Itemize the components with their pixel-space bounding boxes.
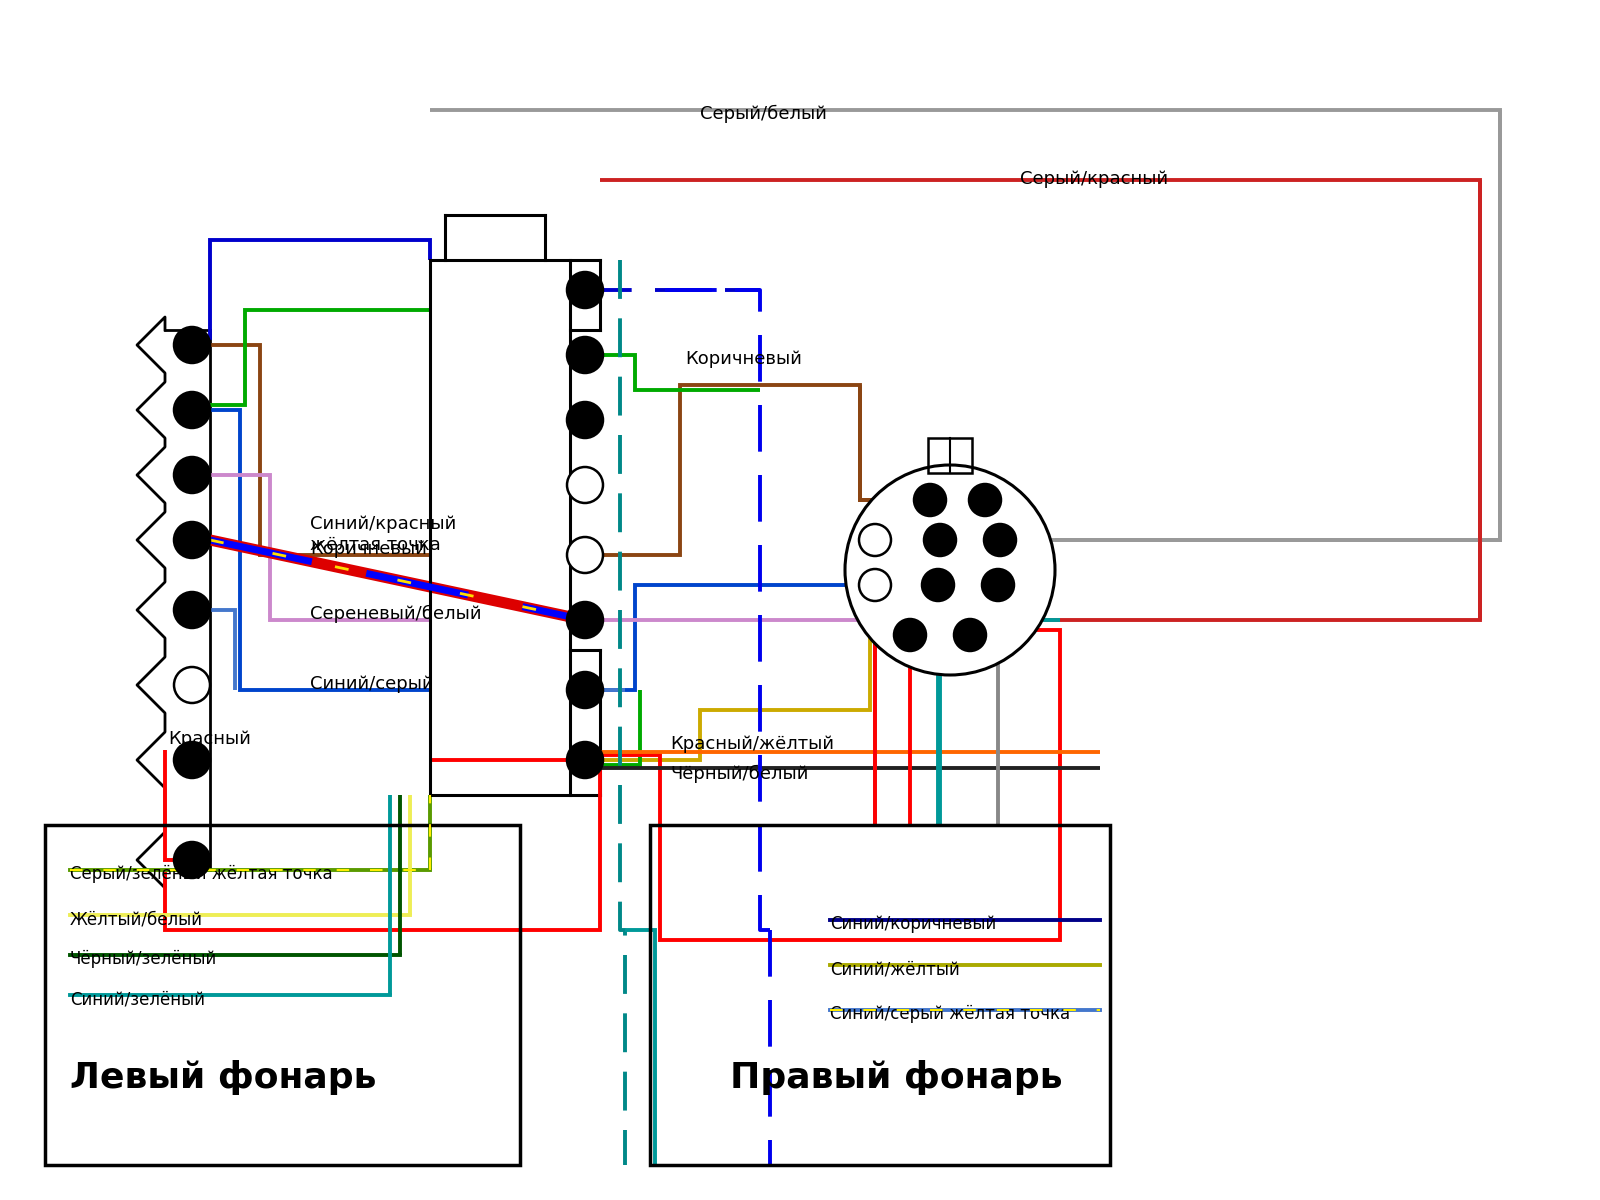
Text: Серый/зелёный жёлтая точка: Серый/зелёный жёлтая точка xyxy=(70,865,333,883)
Text: Синий/жёлтый: Синий/жёлтый xyxy=(830,960,960,978)
Text: Правый фонарь: Правый фонарь xyxy=(730,1060,1062,1094)
Text: Красный: Красный xyxy=(168,730,251,748)
Circle shape xyxy=(566,742,603,778)
Circle shape xyxy=(566,402,603,438)
Circle shape xyxy=(859,569,891,601)
Circle shape xyxy=(566,337,603,373)
Text: Синий/серый жёлтая точка: Синий/серый жёлтая точка xyxy=(830,1006,1070,1024)
Circle shape xyxy=(174,592,210,628)
Circle shape xyxy=(174,742,210,778)
Circle shape xyxy=(566,467,603,503)
Text: Синий/серый: Синий/серый xyxy=(310,674,434,692)
Text: Сереневый/белый: Сереневый/белый xyxy=(310,605,482,623)
Circle shape xyxy=(174,522,210,558)
Bar xyxy=(650,826,1110,1165)
Circle shape xyxy=(174,326,210,362)
Text: Коричневый: Коричневый xyxy=(685,350,802,368)
Circle shape xyxy=(925,524,957,556)
Circle shape xyxy=(566,602,603,638)
Text: Синий/коричневый: Синий/коричневый xyxy=(830,914,997,934)
Bar xyxy=(45,826,520,1165)
Text: Синий/зелёный: Синий/зелёный xyxy=(70,990,205,1008)
Text: Коричневый: Коричневый xyxy=(310,540,427,558)
Circle shape xyxy=(174,667,210,703)
Circle shape xyxy=(894,619,926,650)
Bar xyxy=(928,438,973,473)
Text: Левый фонарь: Левый фонарь xyxy=(70,1060,376,1094)
Text: Красный/жёлтый: Красный/жёлтый xyxy=(670,734,834,754)
Circle shape xyxy=(859,524,891,556)
Circle shape xyxy=(982,569,1014,601)
Circle shape xyxy=(566,272,603,308)
Text: Чёрный/белый: Чёрный/белый xyxy=(670,766,808,784)
Circle shape xyxy=(845,464,1054,674)
Circle shape xyxy=(566,672,603,708)
Circle shape xyxy=(922,569,954,601)
Circle shape xyxy=(174,842,210,878)
Circle shape xyxy=(566,538,603,572)
Text: Чёрный/зелёный: Чёрный/зелёный xyxy=(70,950,218,968)
Circle shape xyxy=(914,484,946,516)
Text: Серый/белый: Серый/белый xyxy=(701,104,827,124)
Circle shape xyxy=(984,524,1016,556)
Circle shape xyxy=(174,457,210,493)
Text: Синий/красный
жёлтая точка: Синий/красный жёлтая точка xyxy=(310,515,456,553)
Text: Жёлтый/белый: Жёлтый/белый xyxy=(70,910,203,928)
Bar xyxy=(430,260,570,794)
Circle shape xyxy=(174,392,210,428)
Text: Серый/красный: Серый/красный xyxy=(1021,170,1168,188)
Circle shape xyxy=(954,619,986,650)
Circle shape xyxy=(970,484,1002,516)
